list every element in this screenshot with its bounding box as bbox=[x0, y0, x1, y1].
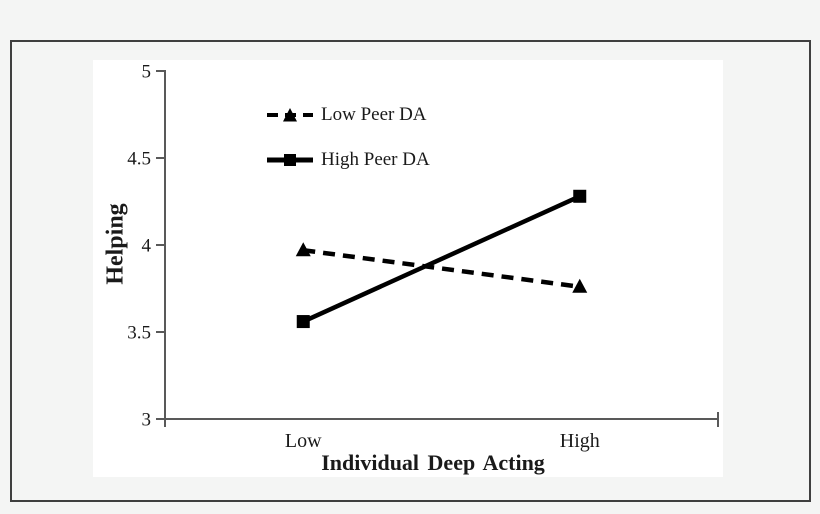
y-tick-label: 5 bbox=[142, 62, 152, 83]
legend-label-low-peer-da: Low Peer DA bbox=[321, 104, 427, 125]
square-marker bbox=[296, 315, 310, 329]
x-category-label: Low bbox=[285, 430, 322, 452]
triangle-marker bbox=[295, 242, 311, 257]
triangle-marker bbox=[572, 278, 588, 293]
x-category-label: High bbox=[560, 430, 600, 452]
y-tick-label: 3 bbox=[142, 410, 152, 431]
figure-frame bbox=[10, 40, 811, 502]
solid-line-square-marker-icon bbox=[267, 154, 313, 166]
y-tick-label: 3.5 bbox=[127, 323, 151, 344]
x-axis-title: Individual Deep Acting bbox=[321, 450, 545, 475]
legend-label-high-peer-da: High Peer DA bbox=[321, 149, 430, 170]
dashed-line-triangle-marker-icon bbox=[267, 108, 313, 122]
legend: Low Peer DA High Peer DA bbox=[266, 104, 430, 170]
y-axis-title: Helping bbox=[102, 203, 129, 285]
y-tick-label: 4.5 bbox=[127, 149, 151, 170]
series-line-high-peer-da bbox=[302, 194, 581, 324]
y-tick-label: 4 bbox=[142, 236, 152, 257]
series-line-low-peer-da bbox=[302, 247, 581, 289]
square-marker bbox=[573, 189, 587, 203]
legend-item-low-peer-da: Low Peer DA bbox=[266, 104, 430, 125]
legend-item-high-peer-da: High Peer DA bbox=[266, 149, 430, 170]
plot-background bbox=[93, 60, 723, 477]
